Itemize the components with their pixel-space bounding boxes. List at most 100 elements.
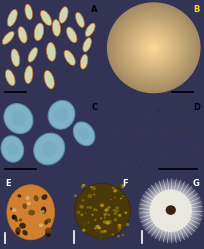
Ellipse shape bbox=[80, 186, 83, 188]
Ellipse shape bbox=[148, 189, 192, 232]
Circle shape bbox=[137, 33, 169, 63]
Ellipse shape bbox=[188, 117, 190, 119]
Ellipse shape bbox=[102, 220, 106, 224]
Ellipse shape bbox=[96, 207, 101, 211]
Circle shape bbox=[124, 19, 182, 76]
Ellipse shape bbox=[104, 208, 108, 212]
Ellipse shape bbox=[138, 129, 139, 130]
Ellipse shape bbox=[196, 150, 198, 152]
Ellipse shape bbox=[91, 214, 93, 216]
Ellipse shape bbox=[85, 210, 89, 214]
Ellipse shape bbox=[113, 212, 116, 215]
Ellipse shape bbox=[191, 115, 192, 117]
Ellipse shape bbox=[109, 151, 110, 152]
Ellipse shape bbox=[115, 131, 117, 133]
Ellipse shape bbox=[19, 223, 26, 229]
Circle shape bbox=[148, 43, 158, 53]
Ellipse shape bbox=[112, 186, 117, 189]
Ellipse shape bbox=[5, 70, 15, 86]
Ellipse shape bbox=[95, 225, 99, 229]
Ellipse shape bbox=[111, 187, 114, 189]
Ellipse shape bbox=[84, 223, 85, 225]
Ellipse shape bbox=[24, 66, 33, 84]
Ellipse shape bbox=[11, 111, 26, 126]
Ellipse shape bbox=[136, 167, 138, 169]
Circle shape bbox=[128, 24, 178, 72]
Ellipse shape bbox=[33, 195, 38, 201]
Circle shape bbox=[145, 40, 161, 56]
Ellipse shape bbox=[152, 153, 153, 154]
Ellipse shape bbox=[183, 116, 184, 117]
Ellipse shape bbox=[124, 211, 127, 214]
Ellipse shape bbox=[119, 198, 121, 199]
Ellipse shape bbox=[82, 229, 85, 232]
Ellipse shape bbox=[25, 4, 32, 20]
Ellipse shape bbox=[84, 212, 86, 214]
Ellipse shape bbox=[142, 183, 198, 238]
Ellipse shape bbox=[109, 151, 110, 152]
Text: B: B bbox=[193, 5, 199, 14]
Text: D: D bbox=[192, 103, 199, 112]
Ellipse shape bbox=[112, 154, 113, 155]
Ellipse shape bbox=[2, 31, 14, 44]
Ellipse shape bbox=[149, 190, 191, 232]
Ellipse shape bbox=[153, 125, 154, 126]
Ellipse shape bbox=[16, 231, 20, 235]
Circle shape bbox=[131, 27, 175, 69]
Ellipse shape bbox=[134, 166, 135, 167]
Ellipse shape bbox=[86, 206, 88, 208]
Ellipse shape bbox=[105, 221, 109, 225]
Ellipse shape bbox=[34, 23, 43, 41]
Circle shape bbox=[151, 46, 155, 50]
Ellipse shape bbox=[7, 9, 17, 26]
Ellipse shape bbox=[76, 211, 80, 214]
Ellipse shape bbox=[178, 166, 180, 167]
Ellipse shape bbox=[115, 206, 119, 210]
Ellipse shape bbox=[54, 108, 68, 122]
Ellipse shape bbox=[159, 132, 160, 133]
Ellipse shape bbox=[114, 197, 115, 198]
Ellipse shape bbox=[19, 218, 22, 222]
Ellipse shape bbox=[41, 194, 47, 200]
Ellipse shape bbox=[15, 227, 21, 234]
Ellipse shape bbox=[17, 194, 21, 198]
Ellipse shape bbox=[41, 206, 46, 214]
Ellipse shape bbox=[45, 231, 51, 238]
Ellipse shape bbox=[26, 196, 30, 200]
Circle shape bbox=[112, 7, 194, 88]
Ellipse shape bbox=[101, 192, 104, 195]
Ellipse shape bbox=[143, 185, 196, 237]
Circle shape bbox=[139, 34, 167, 62]
Ellipse shape bbox=[40, 10, 51, 26]
Ellipse shape bbox=[184, 164, 185, 166]
Ellipse shape bbox=[95, 209, 98, 211]
Ellipse shape bbox=[44, 70, 54, 89]
Ellipse shape bbox=[1, 136, 23, 162]
Ellipse shape bbox=[120, 186, 123, 188]
Ellipse shape bbox=[74, 183, 130, 238]
Ellipse shape bbox=[100, 237, 101, 238]
Ellipse shape bbox=[100, 230, 104, 233]
Ellipse shape bbox=[141, 183, 199, 239]
Ellipse shape bbox=[176, 118, 177, 119]
Ellipse shape bbox=[64, 50, 75, 65]
Ellipse shape bbox=[117, 162, 118, 163]
Ellipse shape bbox=[27, 202, 31, 205]
Ellipse shape bbox=[137, 134, 139, 136]
Ellipse shape bbox=[106, 198, 109, 200]
Ellipse shape bbox=[73, 122, 94, 146]
Ellipse shape bbox=[44, 220, 48, 225]
Ellipse shape bbox=[12, 208, 16, 212]
Ellipse shape bbox=[119, 191, 122, 194]
Ellipse shape bbox=[138, 130, 139, 131]
Text: F: F bbox=[122, 179, 128, 188]
Circle shape bbox=[133, 28, 173, 67]
Ellipse shape bbox=[113, 189, 116, 192]
Circle shape bbox=[134, 30, 172, 66]
Circle shape bbox=[116, 12, 190, 84]
Ellipse shape bbox=[147, 188, 193, 233]
Ellipse shape bbox=[118, 230, 120, 231]
Ellipse shape bbox=[115, 118, 116, 119]
Ellipse shape bbox=[163, 120, 164, 121]
Ellipse shape bbox=[140, 182, 200, 240]
